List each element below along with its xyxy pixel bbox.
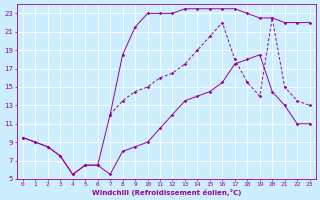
X-axis label: Windchill (Refroidissement éolien,°C): Windchill (Refroidissement éolien,°C) xyxy=(92,189,241,196)
